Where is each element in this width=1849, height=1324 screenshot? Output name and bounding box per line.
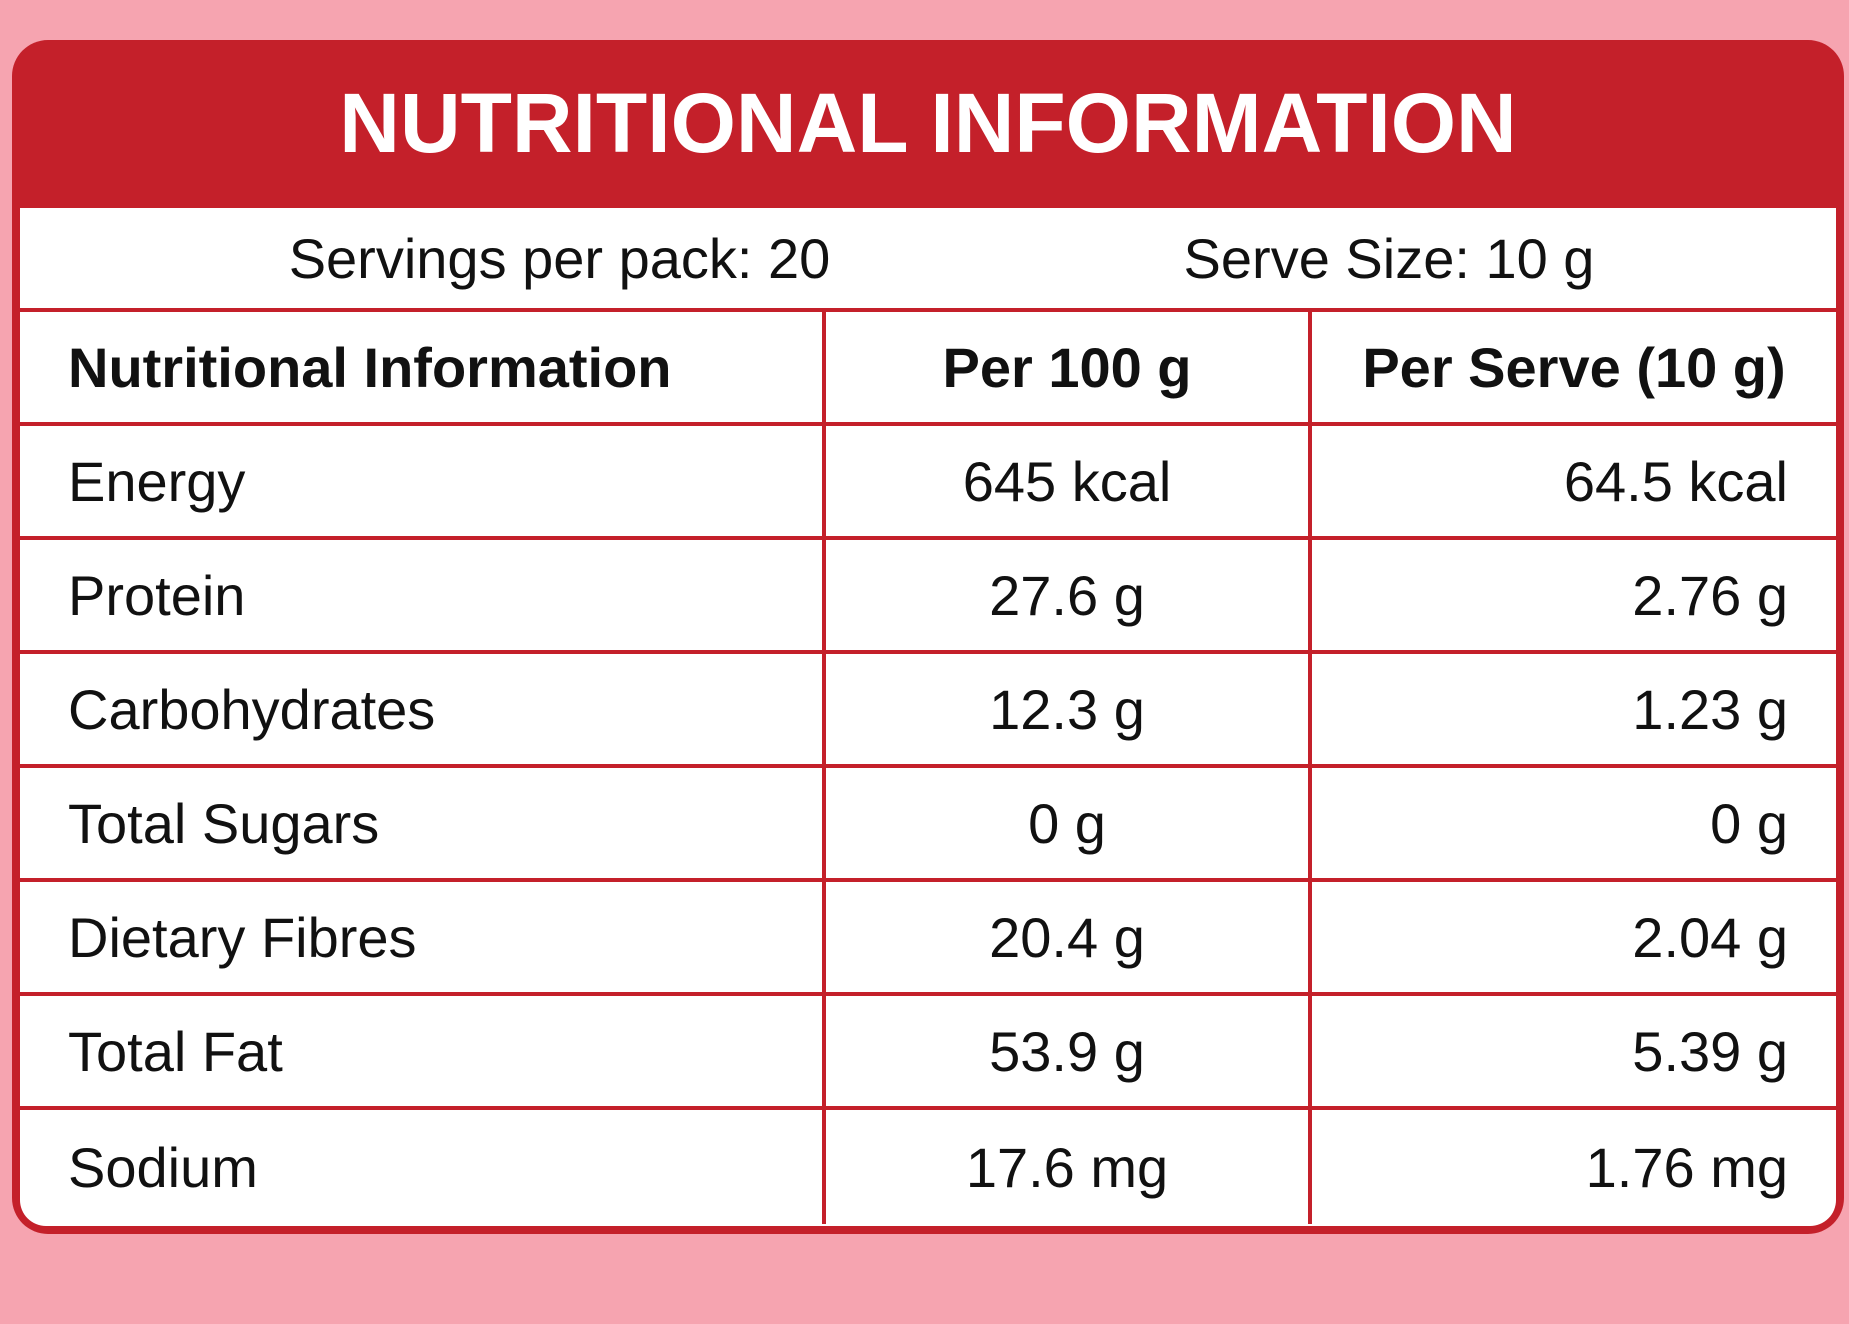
nutrition-panel: NUTRITIONAL INFORMATION Servings per pac… (12, 40, 1844, 1234)
nutrient-name: Total Sugars (68, 791, 380, 855)
nutrient-name: Energy (68, 449, 246, 513)
per-serve-value: 1.23 g (1308, 654, 1836, 764)
panel-title: NUTRITIONAL INFORMATION (339, 75, 1517, 170)
nutrient-name: Protein (68, 563, 246, 627)
per-serve-value: 2.04 g (1308, 882, 1836, 992)
nutrient-name: Carbohydrates (68, 677, 436, 741)
table-row-carbohydrates: Carbohydrates 12.3 g 1.23 g (20, 654, 1836, 768)
table-header-row: Nutritional Information Per 100 g Per Se… (20, 312, 1836, 426)
column-header-nutrient: Nutritional Information (68, 335, 672, 399)
per-100g-value: 645 kcal (822, 426, 1308, 536)
per-serve-value: 64.5 kcal (1308, 426, 1836, 536)
table-row-energy: Energy 645 kcal 64.5 kcal (20, 426, 1836, 540)
per-100g-value: 20.4 g (822, 882, 1308, 992)
servings-per-pack: Servings per pack: 20 (288, 226, 831, 290)
serve-size: Serve Size: 10 g (1183, 226, 1595, 290)
per-100g-value: 0 g (822, 768, 1308, 878)
nutrition-table: Nutritional Information Per 100 g Per Se… (20, 312, 1836, 1226)
column-header-per-serve: Per Serve (10 g) (1308, 312, 1836, 422)
per-100g-value: 12.3 g (822, 654, 1308, 764)
per-100g-value: 27.6 g (822, 540, 1308, 650)
column-header-per-100g: Per 100 g (822, 312, 1308, 422)
nutrient-name: Dietary Fibres (68, 905, 417, 969)
serving-info-row: Servings per pack: 20 Serve Size: 10 g (20, 208, 1836, 312)
table-row-total-sugars: Total Sugars 0 g 0 g (20, 768, 1836, 882)
table-row-dietary-fibres: Dietary Fibres 20.4 g 2.04 g (20, 882, 1836, 996)
per-serve-value: 2.76 g (1308, 540, 1836, 650)
table-row-sodium: Sodium 17.6 mg 1.76 mg (20, 1110, 1836, 1224)
per-100g-value: 53.9 g (822, 996, 1308, 1106)
per-serve-value: 5.39 g (1308, 996, 1836, 1106)
nutrient-name: Sodium (68, 1135, 258, 1199)
table-row-total-fat: Total Fat 53.9 g 5.39 g (20, 996, 1836, 1110)
per-100g-value: 17.6 mg (822, 1110, 1308, 1224)
per-serve-value: 1.76 mg (1308, 1110, 1836, 1224)
per-serve-value: 0 g (1308, 768, 1836, 878)
nutrient-name: Total Fat (68, 1019, 283, 1083)
nutrition-table-container: Servings per pack: 20 Serve Size: 10 g N… (20, 208, 1836, 1226)
table-row-protein: Protein 27.6 g 2.76 g (20, 540, 1836, 654)
